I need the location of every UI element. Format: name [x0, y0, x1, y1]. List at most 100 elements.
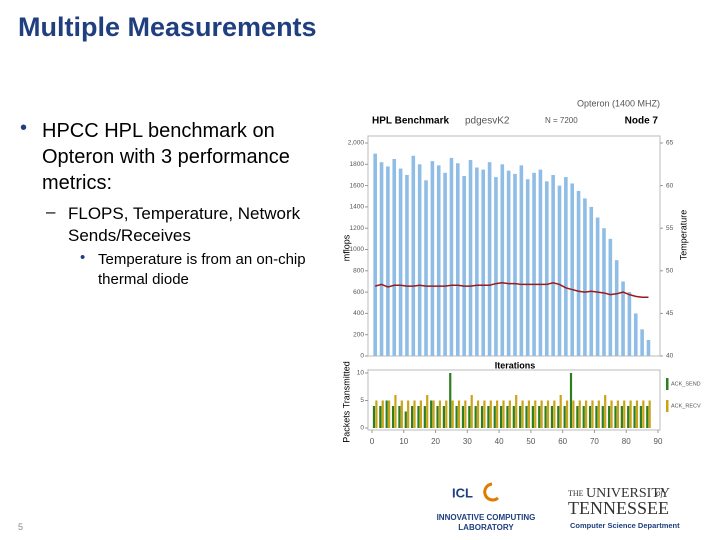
- x-tick-label: 10: [399, 437, 408, 446]
- bar: [502, 400, 505, 428]
- bar: [525, 179, 530, 356]
- logo-text: INNOVATIVE COMPUTING: [437, 513, 536, 522]
- bar: [499, 406, 503, 428]
- bar: [487, 406, 490, 428]
- bullet-marker: •: [20, 117, 28, 139]
- bar: [553, 400, 556, 428]
- x-tick-label: 80: [622, 437, 631, 446]
- bar: [468, 406, 471, 428]
- bar: [392, 158, 397, 356]
- bar: [496, 400, 499, 428]
- bar: [532, 172, 536, 356]
- bar: [464, 400, 467, 428]
- bar: [582, 406, 585, 428]
- y-tick-label: 10: [357, 370, 365, 377]
- bar: [474, 406, 477, 428]
- bar: [379, 406, 382, 428]
- y-tick-label: 200: [353, 331, 364, 338]
- bar: [640, 329, 644, 356]
- logo-mark: [483, 482, 499, 502]
- bar: [616, 400, 619, 428]
- x-tick-label: 50: [526, 437, 535, 446]
- bar: [635, 400, 639, 428]
- bar: [646, 406, 649, 428]
- bar: [436, 406, 439, 428]
- bar: [544, 406, 547, 428]
- bar: [604, 395, 607, 428]
- bar: [531, 406, 534, 428]
- bar: [494, 177, 498, 356]
- bar: [583, 198, 587, 356]
- bar: [564, 177, 568, 356]
- bar: [521, 400, 524, 428]
- bar: [576, 190, 581, 356]
- bar: [648, 400, 651, 428]
- bar: [423, 406, 426, 428]
- y-tick-label: 2,000: [348, 140, 365, 147]
- bar: [578, 400, 581, 428]
- y-tick-label: 600: [353, 289, 364, 296]
- bar: [544, 181, 549, 356]
- sub-sub-bullet: Temperature is from an on-chip thermal d…: [98, 251, 306, 288]
- y-axis-label: mflops: [341, 234, 351, 261]
- bar: [385, 400, 388, 428]
- logo-text: THE: [568, 489, 584, 498]
- x-tick-label: 30: [463, 437, 472, 446]
- y-tick-label: 0: [360, 425, 364, 432]
- bar: [646, 340, 651, 356]
- bar: [468, 160, 473, 356]
- logo-text: LABORATORY: [458, 523, 514, 532]
- bar: [508, 400, 511, 428]
- bar: [417, 406, 420, 428]
- bar: [519, 406, 522, 428]
- bar: [407, 400, 410, 428]
- bar: [506, 406, 509, 428]
- bar: [470, 395, 473, 428]
- bar: [456, 163, 460, 356]
- bar: [621, 281, 625, 356]
- bar: [373, 153, 377, 356]
- bar: [489, 400, 492, 428]
- y-tick-label: 800: [353, 268, 364, 275]
- bar: [576, 406, 579, 428]
- y-tick-label: 1800: [350, 161, 365, 168]
- bar: [375, 400, 378, 428]
- bar: [550, 406, 554, 428]
- bar: [387, 400, 391, 428]
- bar: [487, 162, 492, 356]
- bar: [449, 373, 452, 428]
- bar: [623, 400, 626, 428]
- annotation: Opteron (1400 MHZ): [577, 98, 660, 108]
- bar: [426, 395, 429, 428]
- bar: [538, 406, 541, 428]
- bar: [633, 313, 638, 356]
- y2-tick-label: 45: [666, 310, 674, 317]
- bar: [398, 406, 401, 428]
- bar: [519, 165, 524, 356]
- bar: [445, 400, 448, 428]
- bar: [595, 406, 598, 428]
- x-tick-label: 70: [590, 437, 599, 446]
- bar: [372, 406, 376, 428]
- y2-tick-label: 55: [666, 225, 674, 232]
- bar: [601, 406, 604, 428]
- bar: [462, 176, 466, 356]
- bar: [595, 217, 600, 356]
- bar: [551, 174, 555, 356]
- bar: [451, 400, 454, 428]
- annotation: N = 7200: [545, 116, 578, 125]
- bar: [394, 395, 397, 428]
- y-tick-label: 1000: [350, 246, 365, 253]
- bar: [546, 400, 550, 428]
- bar: [461, 406, 465, 428]
- bullet-marker: –: [46, 202, 56, 221]
- x-tick-label: 40: [495, 437, 504, 446]
- legend-label: ACK_RECV: [671, 403, 701, 409]
- bar: [430, 161, 435, 356]
- bar: [449, 157, 454, 356]
- bar: [589, 206, 594, 356]
- bar: [534, 400, 537, 428]
- bar: [432, 400, 435, 428]
